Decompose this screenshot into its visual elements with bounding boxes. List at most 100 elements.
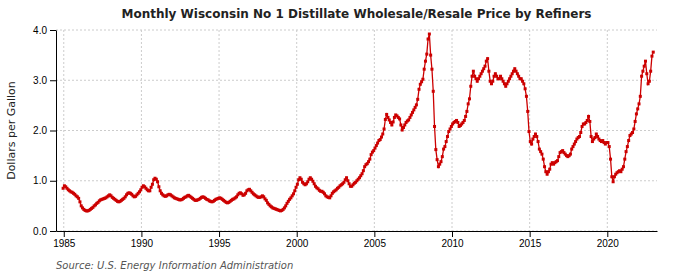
marker <box>652 51 655 54</box>
x-tick-label: 2020 <box>597 238 620 249</box>
marker <box>627 139 630 142</box>
marker <box>487 70 490 73</box>
y-axis-line <box>56 31 57 232</box>
x-tick-label: 2000 <box>286 238 309 249</box>
x-tick-mark <box>64 231 65 237</box>
marker <box>524 87 527 90</box>
marker <box>383 127 386 130</box>
x-tick: 1995 <box>208 231 231 249</box>
marker <box>148 189 151 192</box>
marker <box>569 153 572 156</box>
marker <box>440 160 443 163</box>
marker <box>430 68 433 71</box>
marker <box>528 130 531 133</box>
marker <box>578 135 581 138</box>
y-tick: 1.0 <box>33 175 56 186</box>
marker <box>456 121 459 124</box>
marker <box>641 70 644 73</box>
marker <box>434 148 437 151</box>
x-tick-mark <box>297 231 298 237</box>
marker <box>384 118 387 121</box>
marker <box>486 57 489 60</box>
marker <box>471 75 474 78</box>
marker <box>446 135 449 138</box>
marker <box>491 80 494 83</box>
x-axis-line <box>57 231 658 232</box>
marker <box>590 135 593 138</box>
y-axis-title: Dollars per Gallon <box>5 81 18 180</box>
marker <box>421 78 424 81</box>
y-tick-mark <box>50 131 56 132</box>
marker <box>156 180 159 183</box>
marker <box>625 150 628 153</box>
x-tick-label: 1995 <box>208 238 231 249</box>
marker <box>640 75 643 78</box>
marker <box>392 120 395 123</box>
grid-line-x <box>141 30 142 231</box>
marker <box>346 179 349 182</box>
x-axis: 1985 1990 1995 2000 2005 2010 2015 2020 <box>53 231 657 249</box>
marker <box>636 107 639 110</box>
marker <box>150 186 153 189</box>
marker <box>296 183 299 186</box>
y-tick-mark <box>50 231 56 232</box>
marker <box>361 172 364 175</box>
x-tick: 2005 <box>364 231 387 249</box>
marker <box>157 185 160 188</box>
x-tick-mark <box>452 231 453 237</box>
x-tick-label: 2015 <box>519 238 542 249</box>
y-tick: 4.0 <box>33 25 56 36</box>
grid <box>56 30 657 231</box>
grid-line-x <box>63 30 64 231</box>
x-tick-mark <box>141 231 142 237</box>
plot-area: 1985 1990 1995 2000 2005 2010 2015 2020 0.0 1.0 2.… <box>33 25 657 249</box>
marker <box>465 110 468 113</box>
x-tick: 2020 <box>597 231 620 249</box>
marker <box>423 68 426 71</box>
marker <box>436 158 439 161</box>
marker <box>650 55 653 58</box>
chart: 1985 1990 1995 2000 2005 2010 2015 2020 0.0 1.0 2.… <box>0 0 675 275</box>
y-tick: 2.0 <box>33 125 56 136</box>
marker <box>543 165 546 168</box>
marker <box>522 82 525 85</box>
marker <box>556 159 559 162</box>
y-tick-mark <box>50 181 56 182</box>
marker <box>631 131 634 134</box>
y-tick-label: 3.0 <box>33 75 47 86</box>
marker <box>427 38 430 41</box>
marker <box>418 88 421 91</box>
x-tick: 2010 <box>441 231 464 249</box>
x-tick: 1990 <box>131 231 154 249</box>
marker <box>548 168 551 171</box>
marker <box>443 145 446 148</box>
marker <box>78 200 81 203</box>
y-tick-label: 0.0 <box>33 226 47 237</box>
marker <box>468 97 471 100</box>
marker <box>300 178 303 181</box>
grid-line-x <box>219 30 220 231</box>
marker <box>579 131 582 134</box>
marker <box>469 85 472 88</box>
marker <box>632 127 635 130</box>
marker <box>535 135 538 138</box>
marker <box>362 169 365 172</box>
marker <box>415 103 418 106</box>
marker <box>390 123 393 126</box>
x-tick-label: 1990 <box>131 238 154 249</box>
marker <box>472 70 475 73</box>
y-tick-label: 1.0 <box>33 175 47 186</box>
marker <box>644 60 647 63</box>
source-note: Source: U.S. Energy Information Administ… <box>56 260 293 271</box>
marker <box>635 112 638 115</box>
y-tick-mark <box>50 30 56 31</box>
x-tick-label: 1985 <box>53 238 76 249</box>
marker <box>530 143 533 146</box>
grid-line-x <box>607 30 608 231</box>
marker <box>345 176 348 179</box>
x-tick-mark <box>374 231 375 237</box>
marker <box>526 110 529 113</box>
y-tick: 0.0 <box>33 226 56 237</box>
marker <box>648 80 651 83</box>
grid-line-y <box>56 231 657 232</box>
